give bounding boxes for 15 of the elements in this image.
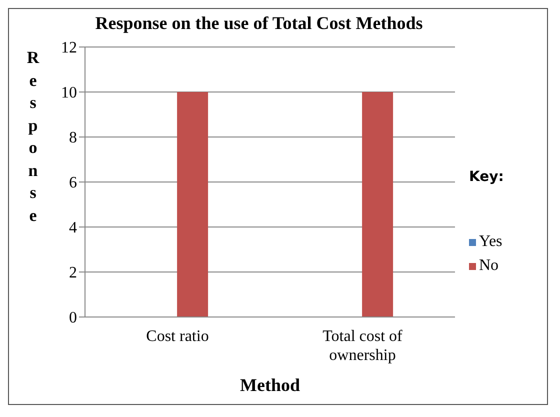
y-tick-label: 10 [61,84,77,102]
y-tick-label: 0 [69,310,77,327]
y-tick-label: 6 [69,174,77,192]
x-tick-label: Cost ratio [146,328,209,345]
x-tick-label: Total cost of ownership [322,328,404,364]
y-tick-label: 4 [69,220,77,237]
legend-label: No [478,257,500,275]
y-axis-title: Response [26,47,40,226]
x-axis-title: Method [239,375,301,396]
chart-title: Response on the use of Total Cost Methods [94,13,424,34]
y-tick-label: 8 [69,130,77,147]
y-tick-label: 12 [61,40,77,57]
legend-label: Yes [478,233,504,251]
y-tick-label: 2 [69,264,77,282]
legend-title: Key: [469,169,505,185]
